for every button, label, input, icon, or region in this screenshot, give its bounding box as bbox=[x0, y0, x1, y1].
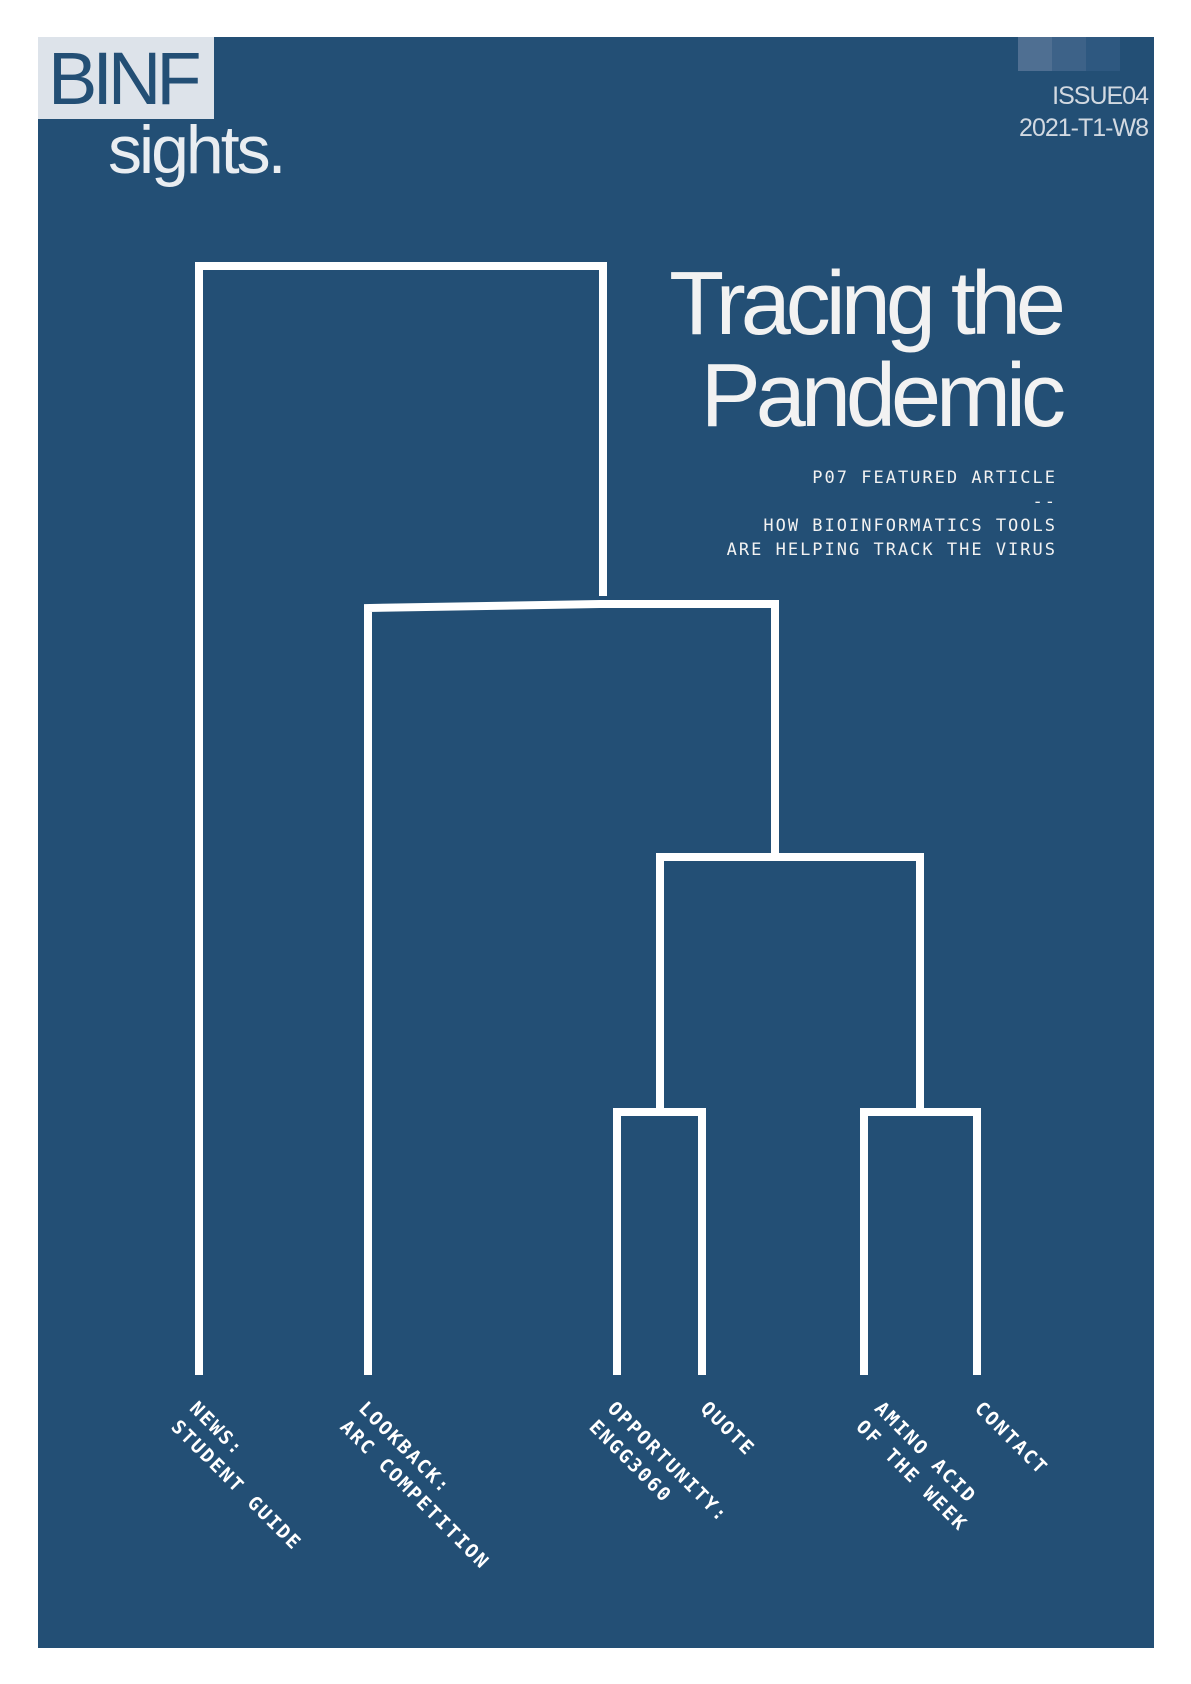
logo-box bbox=[38, 37, 214, 119]
swatch-3 bbox=[1086, 37, 1120, 71]
logo-sights: sights. bbox=[108, 112, 287, 188]
tree-branch-inner bbox=[364, 600, 779, 1375]
issue-term: 2021-T1-W8 bbox=[1019, 114, 1149, 142]
featured-article-blurb: P07 FEATURED ARTICLE -- HOW BIOINFORMATI… bbox=[727, 466, 1057, 562]
issue-info: ISSUE04 2021-T1-W8 bbox=[1019, 80, 1149, 144]
tree-branch-mid bbox=[656, 853, 924, 1110]
tree-branch-root bbox=[195, 262, 607, 1375]
featured-line-4: ARE HELPING TRACK THE VIRUS bbox=[726, 540, 1057, 560]
headline-line-1: Tracing the bbox=[669, 254, 1066, 354]
cover-background bbox=[38, 37, 1154, 1648]
tree-branch-right-pair bbox=[860, 1108, 981, 1375]
swatch-1 bbox=[1018, 37, 1052, 71]
logo-binf: BINF bbox=[48, 37, 202, 120]
featured-line-1: P07 FEATURED ARTICLE bbox=[812, 468, 1057, 488]
headline: Tracing the Pandemic bbox=[669, 254, 1066, 446]
headline-line-2: Pandemic bbox=[700, 346, 1066, 446]
featured-line-3: HOW BIOINFORMATICS TOOLS bbox=[763, 516, 1057, 536]
issue-number: ISSUE04 bbox=[1052, 82, 1149, 110]
swatch-2 bbox=[1052, 37, 1086, 71]
featured-line-2: -- bbox=[1032, 492, 1057, 512]
color-swatches bbox=[1018, 37, 1154, 71]
tree-branch-left-pair bbox=[613, 1108, 706, 1375]
swatch-4 bbox=[1120, 37, 1154, 71]
